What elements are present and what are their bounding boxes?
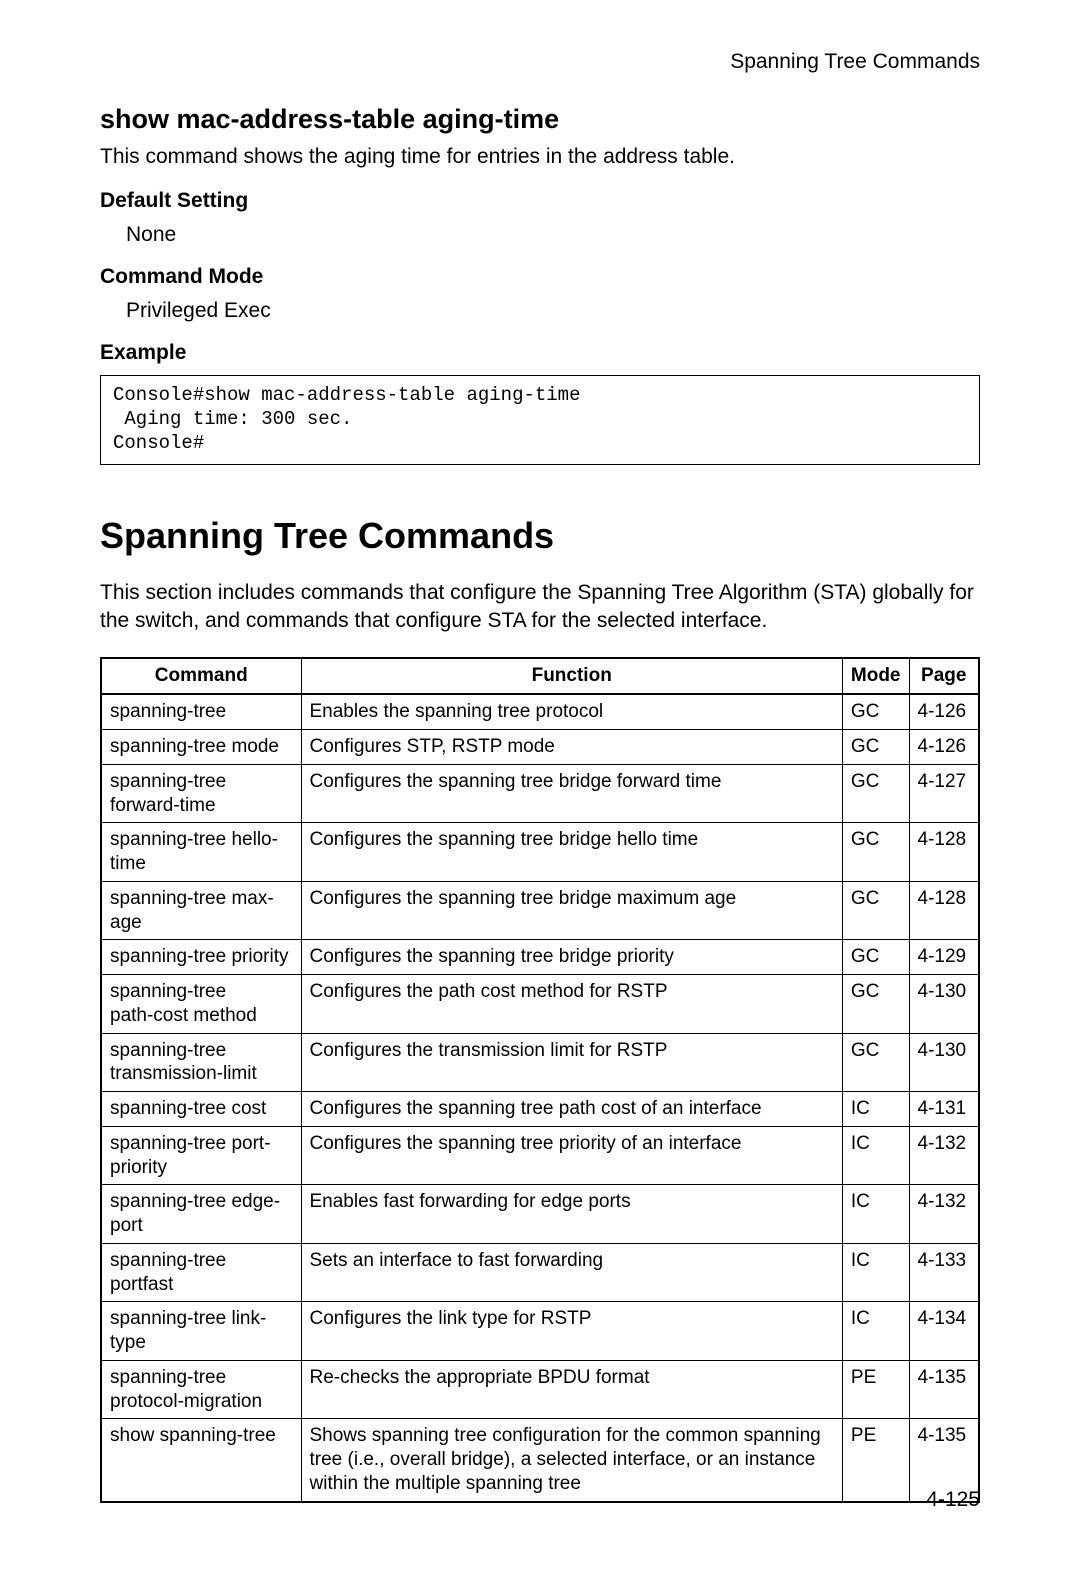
table-row: spanning-tree protocol-migrationRe-check…	[101, 1360, 979, 1419]
table-cell: Configures the spanning tree path cost o…	[301, 1092, 842, 1127]
table-cell: Configures the transmission limit for RS…	[301, 1033, 842, 1092]
table-cell: GC	[842, 764, 909, 823]
table-cell: IC	[842, 1092, 909, 1127]
table-cell: 4-135	[909, 1360, 979, 1419]
table-cell: Enables the spanning tree protocol	[301, 694, 842, 729]
section-title: Spanning Tree Commands	[100, 515, 980, 557]
table-row: spanning-tree modeConfigures STP, RSTP m…	[101, 730, 979, 765]
table-row: spanning-tree path-cost methodConfigures…	[101, 975, 979, 1034]
table-cell: Re-checks the appropriate BPDU format	[301, 1360, 842, 1419]
table-cell: 4-130	[909, 1033, 979, 1092]
table-row: spanning-tree link-typeConfigures the li…	[101, 1302, 979, 1361]
table-cell: IC	[842, 1126, 909, 1185]
command-mode-heading: Command Mode	[100, 265, 980, 289]
table-header-row: Command Function Mode Page	[101, 658, 979, 694]
table-row: spanning-tree edge-portEnables fast forw…	[101, 1185, 979, 1244]
table-row: spanning-tree priorityConfigures the spa…	[101, 940, 979, 975]
table-row: spanning-treeEnables the spanning tree p…	[101, 694, 979, 729]
table-row: show spanning-treeShows spanning tree co…	[101, 1419, 979, 1502]
table-cell: 4-128	[909, 823, 979, 882]
table-cell: spanning-tree protocol-migration	[101, 1360, 301, 1419]
page-number: 4-125	[926, 1488, 980, 1512]
table-cell: IC	[842, 1243, 909, 1302]
col-header-mode: Mode	[842, 658, 909, 694]
col-header-page: Page	[909, 658, 979, 694]
default-setting-heading: Default Setting	[100, 189, 980, 213]
table-cell: Enables fast forwarding for edge ports	[301, 1185, 842, 1244]
table-cell: 4-133	[909, 1243, 979, 1302]
default-setting-value: None	[126, 223, 980, 247]
table-cell: spanning-tree cost	[101, 1092, 301, 1127]
table-cell: Shows spanning tree configuration for th…	[301, 1419, 842, 1502]
table-cell: Configures STP, RSTP mode	[301, 730, 842, 765]
table-cell: GC	[842, 975, 909, 1034]
table-row: spanning-tree hello-timeConfigures the s…	[101, 823, 979, 882]
commands-table: Command Function Mode Page spanning-tree…	[100, 657, 980, 1502]
table-cell: spanning-tree priority	[101, 940, 301, 975]
table-cell: Configures the link type for RSTP	[301, 1302, 842, 1361]
running-header: Spanning Tree Commands	[100, 50, 980, 74]
table-row: spanning-tree forward-timeConfigures the…	[101, 764, 979, 823]
table-cell: PE	[842, 1360, 909, 1419]
table-cell: 4-130	[909, 975, 979, 1034]
table-cell: PE	[842, 1419, 909, 1502]
table-row: spanning-tree portfastSets an interface …	[101, 1243, 979, 1302]
table-cell: IC	[842, 1185, 909, 1244]
table-cell: GC	[842, 823, 909, 882]
table-cell: Configures the path cost method for RSTP	[301, 975, 842, 1034]
table-body: spanning-treeEnables the spanning tree p…	[101, 694, 979, 1501]
table-row: spanning-tree max-ageConfigures the span…	[101, 881, 979, 940]
table-cell: Configures the spanning tree bridge maxi…	[301, 881, 842, 940]
command-title: show mac-address-table aging-time	[100, 104, 980, 135]
table-row: spanning-tree transmission-limitConfigur…	[101, 1033, 979, 1092]
table-cell: 4-126	[909, 730, 979, 765]
example-code-block: Console#show mac-address-table aging-tim…	[100, 375, 980, 464]
table-cell: spanning-tree link-type	[101, 1302, 301, 1361]
table-cell: GC	[842, 694, 909, 729]
table-row: spanning-tree costConfigures the spannin…	[101, 1092, 979, 1127]
table-cell: Configures the spanning tree bridge hell…	[301, 823, 842, 882]
example-heading: Example	[100, 341, 980, 365]
table-cell: Sets an interface to fast forwarding	[301, 1243, 842, 1302]
table-cell: spanning-tree mode	[101, 730, 301, 765]
table-cell: 4-132	[909, 1126, 979, 1185]
table-cell: 4-128	[909, 881, 979, 940]
table-cell: spanning-tree hello-time	[101, 823, 301, 882]
table-cell: 4-134	[909, 1302, 979, 1361]
table-cell: Configures the spanning tree priority of…	[301, 1126, 842, 1185]
section-description: This section includes commands that conf…	[100, 579, 980, 636]
table-cell: spanning-tree max-age	[101, 881, 301, 940]
table-cell: spanning-tree port-priority	[101, 1126, 301, 1185]
table-cell: Configures the spanning tree bridge prio…	[301, 940, 842, 975]
command-description: This command shows the aging time for en…	[100, 143, 980, 171]
table-row: spanning-tree port-priorityConfigures th…	[101, 1126, 979, 1185]
col-header-command: Command	[101, 658, 301, 694]
table-cell: GC	[842, 940, 909, 975]
table-cell: GC	[842, 881, 909, 940]
table-cell: 4-131	[909, 1092, 979, 1127]
col-header-function: Function	[301, 658, 842, 694]
command-mode-value: Privileged Exec	[126, 299, 980, 323]
table-cell: 4-132	[909, 1185, 979, 1244]
table-cell: spanning-tree	[101, 694, 301, 729]
table-cell: GC	[842, 730, 909, 765]
table-cell: spanning-tree edge-port	[101, 1185, 301, 1244]
table-cell: spanning-tree path-cost method	[101, 975, 301, 1034]
table-cell: 4-126	[909, 694, 979, 729]
table-cell: 4-129	[909, 940, 979, 975]
table-cell: 4-127	[909, 764, 979, 823]
table-cell: IC	[842, 1302, 909, 1361]
table-cell: Configures the spanning tree bridge forw…	[301, 764, 842, 823]
table-cell: spanning-tree forward-time	[101, 764, 301, 823]
table-cell: show spanning-tree	[101, 1419, 301, 1502]
table-cell: GC	[842, 1033, 909, 1092]
table-cell: spanning-tree portfast	[101, 1243, 301, 1302]
table-cell: spanning-tree transmission-limit	[101, 1033, 301, 1092]
